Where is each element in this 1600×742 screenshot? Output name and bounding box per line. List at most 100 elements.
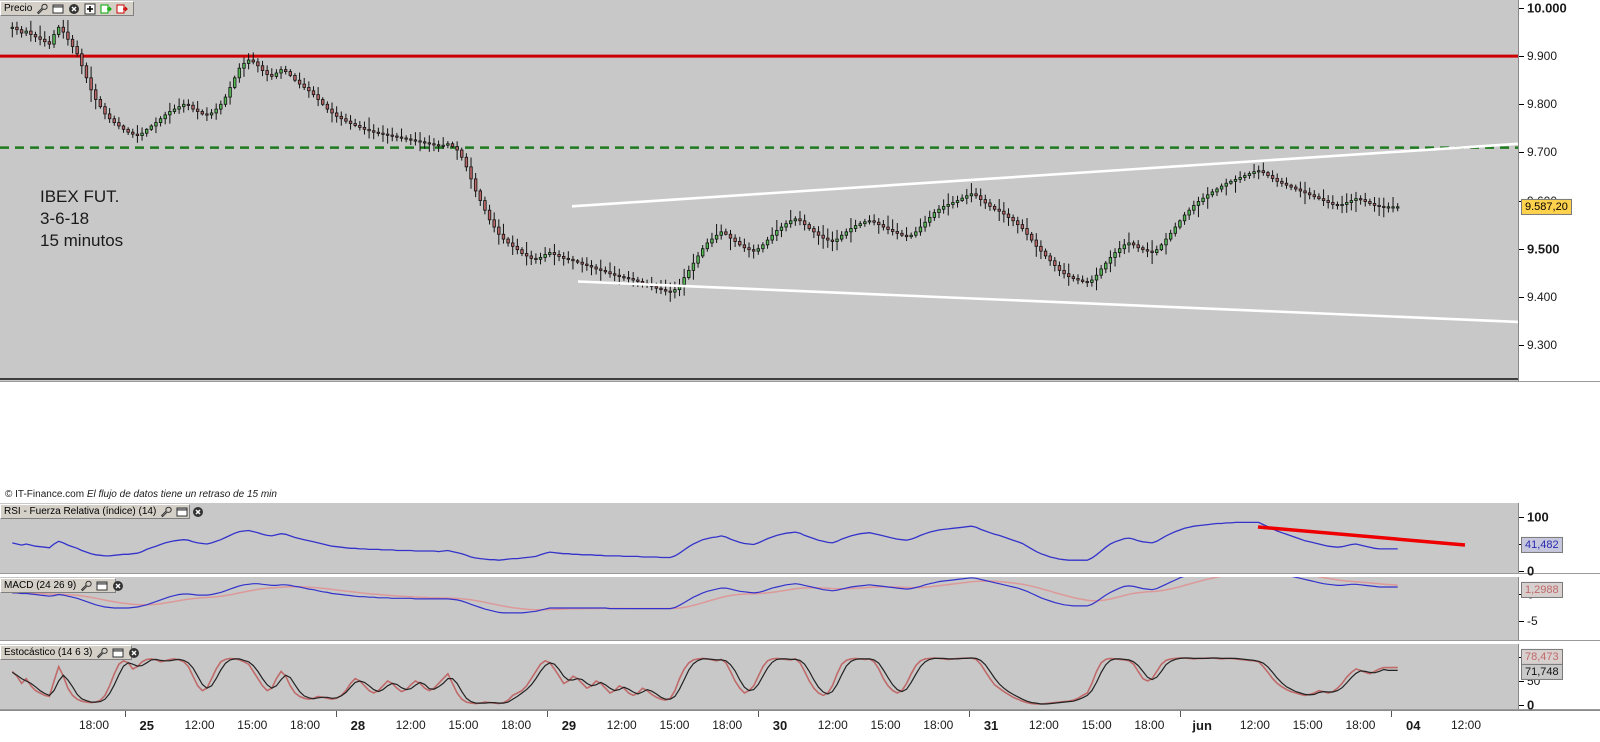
chart-label-date: 3-6-18 [40,209,90,228]
maximize-icon[interactable] [84,3,96,15]
close-circle-icon[interactable] [68,3,80,15]
buy-icon[interactable] [100,3,113,15]
rsi-value-label: 41,482 [1521,536,1563,554]
time-axis-separator [546,711,548,717]
time-axis-label: jun [1192,718,1212,733]
time-axis-label: 15:00 [1292,718,1323,732]
window-icon[interactable] [96,580,108,592]
time-axis-label: 28 [350,718,366,733]
stochastic-panel-title: Estocástico (14 6 3) [4,646,93,658]
macd-panel-header[interactable]: MACD (24 26 9) [0,578,124,593]
rsi-chart-svg [12,521,1466,561]
stochastic-panel-header[interactable]: Estocástico (14 6 3) [0,645,140,660]
time-axis-label: 18:00 [1345,718,1376,732]
time-axis-label: 18:00 [78,718,110,732]
axis-tick-label: 9.500 [1527,241,1560,257]
time-axis-label: 30 [772,718,788,733]
macd-axis[interactable]: 0-5 1,2988 [1518,577,1600,640]
time-axis-label: 15:00 [237,718,268,732]
macd-value-label: 1,2988 [1521,581,1563,599]
stochastic-d-label: 71,748 [1521,663,1563,681]
axis-tick [1519,681,1524,682]
time-axis-label: 18:00 [501,718,532,732]
axis-tick-label: 100 [1527,509,1549,525]
axis-tick-label: 9.700 [1527,145,1558,160]
price-bottom-value: 9.250,05 [4,380,39,381]
axis-tick-label: 9.300 [1527,338,1558,352]
close-circle-icon[interactable] [192,506,204,518]
rsi-panel: RSI - Fuerza Relativa (índice) (14) 1005… [0,502,1600,579]
stochastic-k-label: 78,473 [1521,648,1563,666]
copyright-notice: © IT-Finance.com El flujo de datos tiene… [5,489,277,500]
time-axis[interactable]: 18:00 25 12:00 15:00 18:00 28 12:00 15:00 18:00 2… [0,710,1600,742]
macd-plot-area[interactable] [0,577,1518,640]
close-circle-icon[interactable] [128,647,140,659]
axis-tick-label: 0 [1527,563,1535,579]
time-axis-label: 18:00 [1134,718,1165,732]
copyright-owner: © IT-Finance.com [5,489,85,500]
window-icon[interactable] [52,3,64,15]
time-axis-label: 12:00 [184,718,215,732]
sell-icon[interactable] [116,3,129,15]
axis-tick [1519,152,1524,154]
stochastic-axis[interactable]: 100500 78,473 71,748 [1518,644,1600,713]
time-axis-label: 18:00 [923,718,954,732]
axis-tick [1519,104,1524,106]
time-axis-label: 15:00 [1081,718,1112,732]
time-axis-separator [969,711,971,717]
price-panel-header[interactable]: Precio [0,1,134,16]
chart-label-timeframe: 15 minutos [40,231,124,250]
price-plot-area[interactable]: IBEX FUT. 3-6-18 15 minutos 9.250,05 [0,0,1518,381]
price-panel: IBEX FUT. 3-6-18 15 minutos 9.250,05 Pre… [0,0,1600,382]
time-axis-label: 12:00 [606,718,637,732]
axis-tick [1519,248,1524,250]
time-axis-label: 15:00 [659,718,690,732]
current-price-label: 9.587,20 [1521,198,1572,215]
rsi-plot-area[interactable] [0,503,1518,573]
time-axis-separator [1180,711,1182,717]
window-icon[interactable] [112,647,124,659]
time-axis-label: 25 [139,718,154,733]
time-axis-separator [758,711,759,717]
time-axis-label: 31 [983,718,999,733]
macd-panel: MACD (24 26 9) 0-5 1,2988 [0,576,1600,641]
time-axis-label: 12:00 [1028,718,1059,732]
axis-tick [1519,621,1524,622]
wrench-icon[interactable] [96,647,109,659]
rsi-axis[interactable]: 100500 41,482 [1518,503,1600,579]
close-circle-icon[interactable] [112,580,124,592]
copyright-delay-notice: El flujo de datos tiene un retraso de 15… [86,489,277,500]
time-axis-label: 12:00 [1239,718,1270,732]
axis-tick-label: -5 [1527,614,1538,628]
axis-tick [1519,345,1524,346]
time-axis-label: 18:00 [290,718,321,732]
axis-tick [1519,517,1524,518]
rsi-panel-header[interactable]: RSI - Fuerza Relativa (índice) (14) [0,504,204,519]
macd-chart-svg [12,577,1398,614]
time-axis-label: 12:00 [817,718,848,732]
price-axis[interactable]: 10.0009.9009.8009.7009.6009.5009.4009.30… [1518,0,1600,381]
axis-tick [1519,8,1524,9]
time-axis-separator [335,711,337,717]
time-axis-label: 29 [561,718,577,733]
rsi-panel-title: RSI - Fuerza Relativa (índice) (14) [4,505,157,517]
axis-tick [1519,296,1524,298]
time-axis-label: 12:00 [395,718,426,732]
stochastic-chart-svg [11,657,1398,705]
time-axis-label: 12:00 [1450,718,1482,732]
price-chart-svg [0,19,1518,380]
axis-tick-label: 10.000 [1527,0,1567,16]
macd-panel-title: MACD (24 26 9) [4,579,77,591]
wrench-icon[interactable] [80,580,92,592]
axis-tick-label: 9.900 [1527,49,1558,64]
window-icon[interactable] [176,506,188,518]
time-axis-label: 18:00 [712,718,743,732]
time-axis-label: 04 [1405,718,1421,733]
stochastic-plot-area[interactable] [0,644,1518,709]
axis-tick-label: 9.800 [1527,97,1558,112]
chart-label-instrument: IBEX FUT. [40,187,120,206]
axis-tick [1519,705,1524,706]
wrench-icon[interactable] [36,3,48,15]
wrench-icon[interactable] [160,506,172,518]
